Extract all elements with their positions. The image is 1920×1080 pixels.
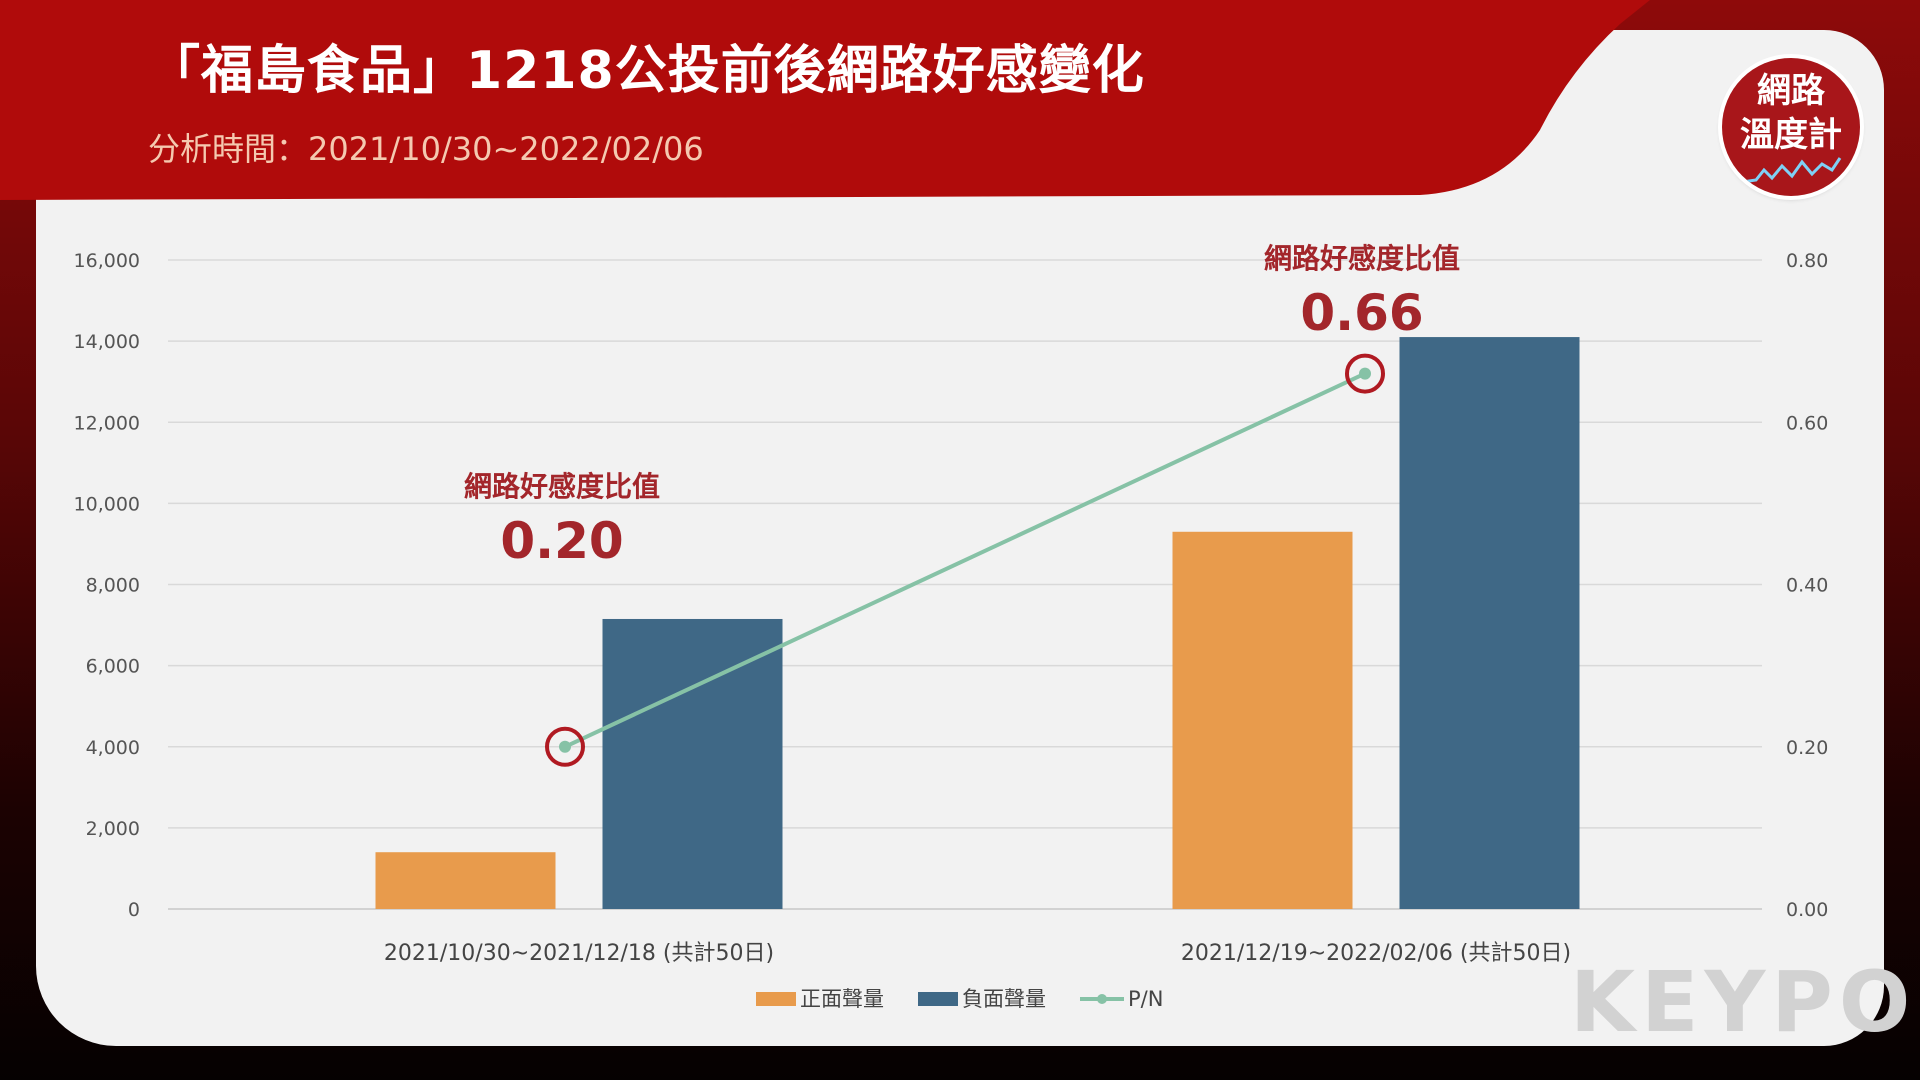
y2-tick-label: 0.60 [1786, 412, 1828, 434]
legend-label: 正面聲量 [800, 987, 884, 1011]
pn-point [559, 740, 571, 753]
analysis-period: 分析時間：2021/10/30~2022/02/06 [148, 130, 704, 168]
legend-marker [1097, 994, 1107, 1004]
positive-volume-bar [1172, 531, 1353, 909]
y-tick-label: 10,000 [74, 493, 140, 515]
y-tick-label: 4,000 [86, 737, 140, 759]
y-tick-label: 0 [128, 899, 140, 921]
x-axis-labels: 2021/10/30~2021/12/18 (共計50日) 2021/12/19~… [384, 941, 1571, 966]
y-tick-label: 14,000 [74, 331, 140, 353]
y-tick-label: 8,000 [86, 575, 140, 597]
legend-swatch [756, 992, 796, 1006]
bars [375, 337, 1580, 910]
page-title: 「福島食品」1218公投前後網路好感變化 [148, 41, 1145, 101]
category-label: 2021/10/30~2021/12/18 (共計50日) [384, 941, 774, 966]
annotations: 網路好感度比值 0.20 網路好感度比值 0.66 [464, 242, 1460, 570]
annotation-label: 網路好感度比值 [464, 470, 660, 503]
negative-volume-bar [1399, 337, 1580, 910]
logo-line2: 溫度計 [1740, 115, 1842, 155]
legend-label: 負面聲量 [962, 987, 1046, 1011]
legend-label: P/N [1128, 987, 1163, 1011]
annotation-value: 0.20 [500, 512, 623, 570]
y-tick-label: 16,000 [74, 250, 140, 272]
y2-tick-label: 0.00 [1786, 899, 1828, 921]
logo: 網路 溫度計 [1722, 58, 1860, 196]
positive-volume-bar [375, 852, 556, 909]
axis-ticks: 0 2,000 4,000 6,000 8,000 10,000 12,000 14,000 1… [74, 250, 1829, 921]
pn-line [545, 353, 1385, 767]
y-tick-label: 12,000 [74, 412, 140, 434]
category-label: 2021/12/19~2022/02/06 (共計50日) [1181, 941, 1571, 966]
negative-volume-bar [602, 618, 783, 909]
header-banner [0, 0, 1650, 200]
logo-line1: 網路 [1757, 71, 1825, 111]
legend-swatch [918, 992, 958, 1006]
pn-point [1359, 367, 1371, 380]
pn-highlight-ring [1345, 353, 1385, 394]
pn-line-path [564, 371, 1366, 749]
pulse-icon [1742, 157, 1842, 184]
y-tick-label: 2,000 [86, 818, 140, 840]
y2-tick-label: 0.80 [1786, 250, 1828, 272]
y2-tick-label: 0.40 [1786, 575, 1828, 597]
annotation-value: 0.66 [1300, 284, 1423, 342]
y2-tick-label: 0.20 [1786, 737, 1828, 759]
keypo-watermark: KEYPO [1570, 953, 1917, 1051]
legend: 正面聲量 負面聲量 P/N [756, 987, 1163, 1011]
annotation-label: 網路好感度比值 [1264, 242, 1460, 275]
y-tick-label: 6,000 [86, 656, 140, 678]
pn-highlight-ring [545, 726, 585, 767]
